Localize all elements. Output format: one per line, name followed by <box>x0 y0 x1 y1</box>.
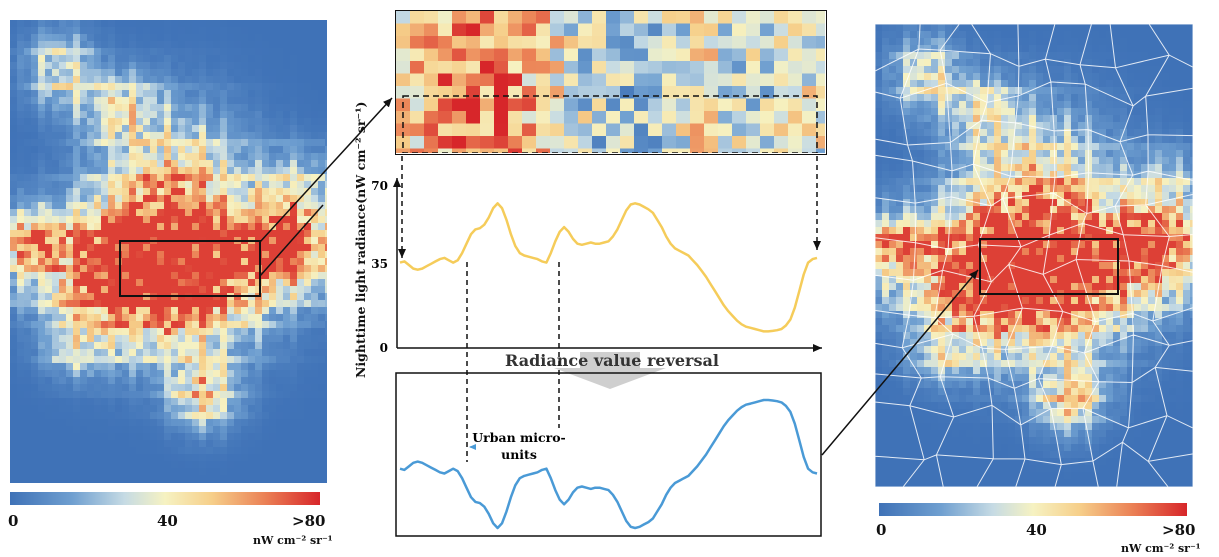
profile-ytick-0: 0 <box>380 341 388 355</box>
profile-ytick-35: 35 <box>371 257 388 271</box>
right-legend-min: 0 <box>876 521 887 539</box>
right-micro-unit-map <box>875 24 1193 487</box>
transect-dashed-box <box>402 95 818 154</box>
reversed-profile-frame <box>395 372 822 537</box>
micro-unit-label-line2: units <box>501 447 537 462</box>
micro-unit-label-line1: Urban micro- <box>472 430 565 445</box>
micro-unit-boundaries <box>875 24 1193 487</box>
right-legend-mid: 40 <box>1026 521 1047 539</box>
profile-y-axis-label: Nighttime light radiance(nW cm⁻² sr⁻¹) <box>353 102 368 378</box>
radiance-profile-line <box>399 202 818 333</box>
right-legend-unit: nW cm⁻² sr⁻¹ <box>1121 542 1201 555</box>
zoomed-heatmap <box>395 10 827 155</box>
right-legend-max: >80 <box>1162 521 1196 539</box>
left-legend-unit: nW cm⁻² sr⁻¹ <box>253 534 333 547</box>
left-legend-min: 0 <box>8 512 19 530</box>
reversed-profile-line <box>399 398 818 530</box>
profile-ytick-70: 70 <box>371 179 388 193</box>
left-legend-max: >80 <box>292 512 326 530</box>
left-legend-mid: 40 <box>157 512 178 530</box>
reversal-down-arrow <box>554 352 666 389</box>
right-map-selection-box <box>979 238 1119 295</box>
reversal-label: Radiance value reversal <box>505 351 719 370</box>
left-nightlight-map <box>10 20 327 483</box>
left-color-legend-bar <box>10 492 320 505</box>
right-color-legend-bar <box>879 503 1187 516</box>
